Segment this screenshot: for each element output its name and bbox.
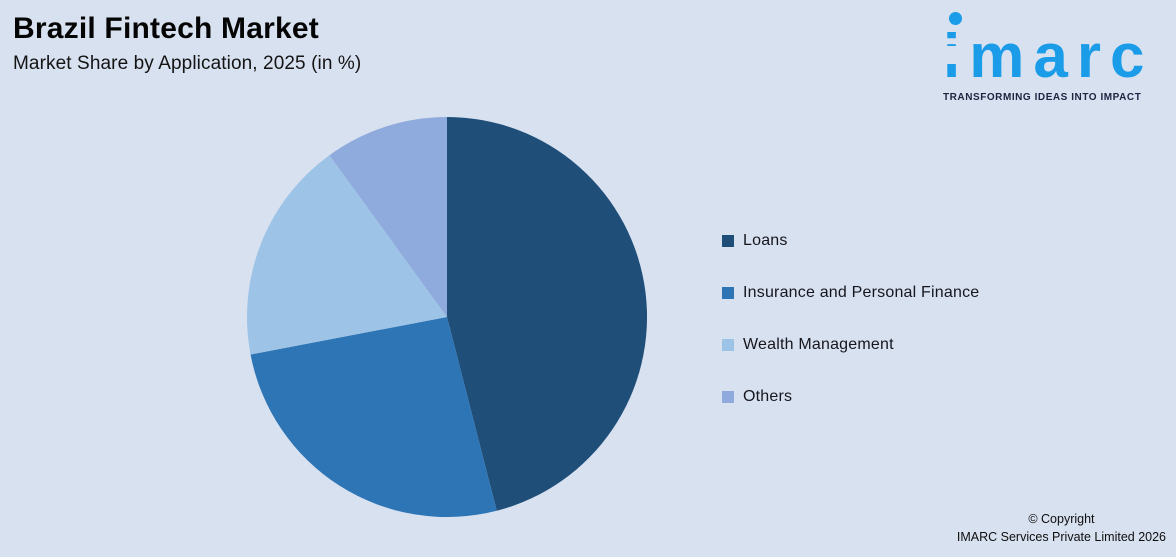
legend-label: Insurance and Personal Finance [743,284,980,301]
pie-slice-insurance-and-personal-finance [250,317,497,517]
copyright-line1: © Copyright [1028,511,1095,526]
legend-marker-insurance-and-personal-finance [722,287,734,299]
logo-tagline: TRANSFORMING IDEAS INTO IMPACT [943,92,1142,103]
page-title: Brazil Fintech Market [13,12,319,45]
page-subtitle: Market Share by Application, 2025 (in %) [13,53,362,74]
copyright-line2: IMARC Services Private Limited 2026 [956,529,1166,544]
pie-slice-loans [447,117,647,511]
logo-wordmark-text: imarc [943,22,1154,91]
legend-label: Loans [743,232,788,249]
chart-header: Brazil Fintech Market Market Share by Ap… [13,12,361,75]
legend-marker-wealth-management [722,339,734,351]
legend-label: Others [743,388,793,405]
legend-marker-loans [722,235,734,247]
pie-slice-others [329,117,447,317]
legend-item-loans: Loans [722,231,979,251]
pie-chart [247,117,647,517]
logo-dot-cover [943,46,962,64]
legend-item-wealth-management: Wealth Management [722,335,979,355]
pie-slice-wealth-management [247,155,447,355]
legend-item-insurance-and-personal-finance: Insurance and Personal Finance [722,283,979,303]
logo-wordmark: imarc [943,26,1169,88]
legend-label: Wealth Management [743,336,894,353]
legend-item-others: Others [722,387,979,407]
legend-marker-others [722,391,734,403]
copyright: © Copyright IMARC Services Private Limit… [957,510,1166,546]
logo-dot-icon [949,12,962,25]
chart-legend: Loans Insurance and Personal Finance Wea… [722,231,979,407]
imarc-logo: imarc TRANSFORMING IDEAS INTO IMPACT [941,6,1169,103]
